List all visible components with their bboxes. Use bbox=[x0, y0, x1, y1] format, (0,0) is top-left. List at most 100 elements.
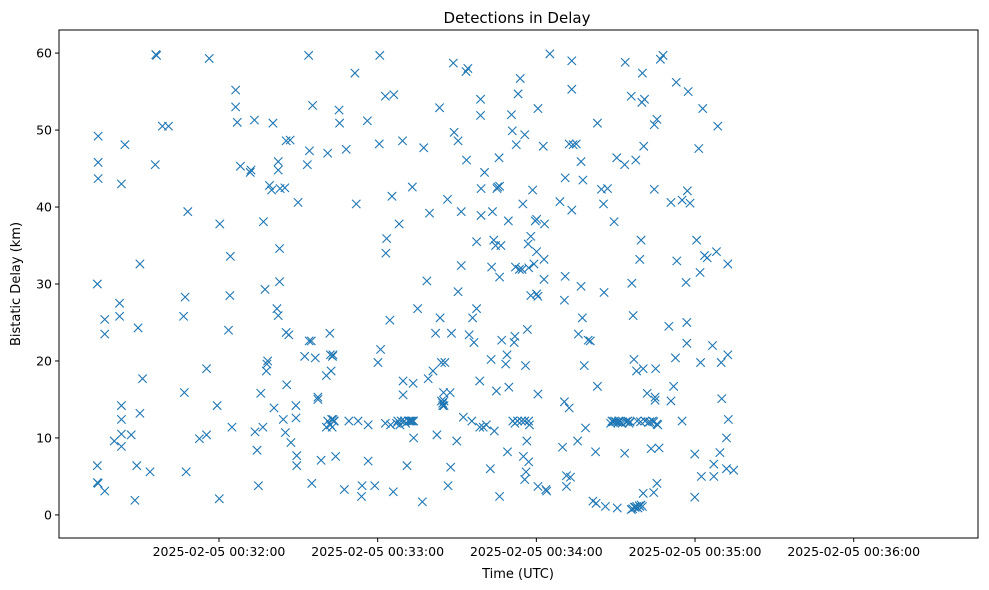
data-point bbox=[520, 130, 530, 140]
data-point bbox=[600, 501, 610, 512]
data-point bbox=[331, 451, 341, 462]
data-point bbox=[405, 416, 415, 426]
data-point bbox=[682, 317, 692, 328]
data-point bbox=[559, 295, 569, 305]
data-point bbox=[528, 185, 538, 195]
data-point bbox=[436, 357, 446, 368]
data-point bbox=[516, 416, 527, 426]
data-point bbox=[524, 420, 535, 430]
data-point bbox=[564, 139, 574, 149]
data-point bbox=[493, 182, 503, 192]
data-point bbox=[576, 157, 586, 167]
data-point bbox=[461, 155, 472, 165]
data-point bbox=[496, 240, 506, 251]
data-point bbox=[677, 195, 687, 205]
data-point bbox=[609, 217, 619, 227]
data-point bbox=[281, 136, 291, 146]
data-point bbox=[532, 214, 542, 224]
data-point bbox=[631, 155, 641, 165]
data-point bbox=[578, 175, 588, 185]
data-point bbox=[666, 396, 676, 406]
data-point bbox=[635, 254, 645, 264]
data-point bbox=[116, 429, 127, 439]
data-point bbox=[407, 416, 417, 426]
data-point bbox=[524, 457, 534, 467]
data-point bbox=[407, 182, 417, 192]
data-point bbox=[723, 350, 733, 360]
data-point bbox=[580, 423, 591, 433]
data-point bbox=[627, 278, 637, 288]
data-point bbox=[658, 50, 668, 60]
data-point bbox=[304, 50, 314, 60]
data-point bbox=[204, 53, 214, 64]
data-point bbox=[116, 179, 127, 189]
data-point bbox=[100, 486, 110, 496]
data-point bbox=[135, 408, 145, 418]
data-point bbox=[560, 173, 570, 183]
data-point bbox=[370, 481, 380, 491]
data-point bbox=[567, 205, 577, 215]
data-point bbox=[408, 378, 418, 388]
data-point bbox=[671, 77, 681, 87]
data-point bbox=[567, 56, 577, 66]
x-tick-label: 2025-02-05 00:33:00 bbox=[311, 544, 444, 559]
data-point bbox=[406, 416, 416, 426]
data-point bbox=[443, 481, 453, 491]
data-point bbox=[561, 481, 572, 492]
data-point bbox=[639, 94, 650, 104]
data-point bbox=[524, 263, 534, 273]
data-point bbox=[446, 462, 456, 472]
data-point bbox=[716, 357, 726, 368]
data-point bbox=[456, 260, 466, 271]
data-point bbox=[721, 433, 732, 443]
data-point bbox=[639, 141, 649, 151]
data-point bbox=[620, 57, 630, 67]
data-point bbox=[419, 143, 429, 153]
data-point bbox=[709, 459, 719, 469]
x-tick-label: 2025-02-05 00:35:00 bbox=[629, 544, 762, 559]
data-point bbox=[307, 478, 317, 488]
data-point bbox=[564, 403, 574, 413]
data-point bbox=[431, 328, 441, 338]
data-point bbox=[362, 116, 372, 126]
data-point bbox=[487, 262, 497, 272]
data-point bbox=[715, 447, 725, 458]
data-point bbox=[446, 328, 457, 338]
data-point bbox=[458, 412, 468, 422]
data-point bbox=[273, 157, 283, 167]
data-point bbox=[583, 335, 593, 345]
data-point bbox=[179, 387, 189, 398]
data-points bbox=[92, 49, 739, 515]
data-point bbox=[440, 357, 450, 368]
data-point bbox=[452, 436, 462, 446]
data-point bbox=[591, 498, 601, 508]
data-point bbox=[291, 413, 301, 423]
data-point bbox=[542, 486, 552, 496]
data-point bbox=[567, 84, 577, 94]
data-point bbox=[681, 277, 691, 288]
data-point bbox=[501, 359, 511, 369]
data-point bbox=[227, 422, 237, 432]
data-point bbox=[475, 422, 485, 432]
data-point bbox=[568, 140, 578, 150]
data-point bbox=[293, 197, 303, 208]
data-point bbox=[631, 366, 642, 376]
data-point bbox=[380, 91, 390, 101]
data-point bbox=[494, 153, 504, 163]
data-point bbox=[448, 58, 458, 68]
data-point bbox=[669, 381, 679, 391]
data-point bbox=[577, 313, 587, 323]
data-point bbox=[163, 121, 174, 131]
data-point bbox=[638, 488, 648, 498]
data-point bbox=[591, 447, 601, 457]
data-point bbox=[650, 392, 660, 402]
data-point bbox=[690, 492, 700, 502]
data-point bbox=[598, 199, 609, 209]
data-point bbox=[692, 235, 702, 245]
data-point bbox=[529, 259, 539, 269]
data-point bbox=[539, 219, 550, 229]
data-point bbox=[313, 392, 323, 402]
plot-frame bbox=[58, 29, 979, 539]
data-point bbox=[386, 420, 396, 430]
data-point bbox=[545, 49, 555, 59]
